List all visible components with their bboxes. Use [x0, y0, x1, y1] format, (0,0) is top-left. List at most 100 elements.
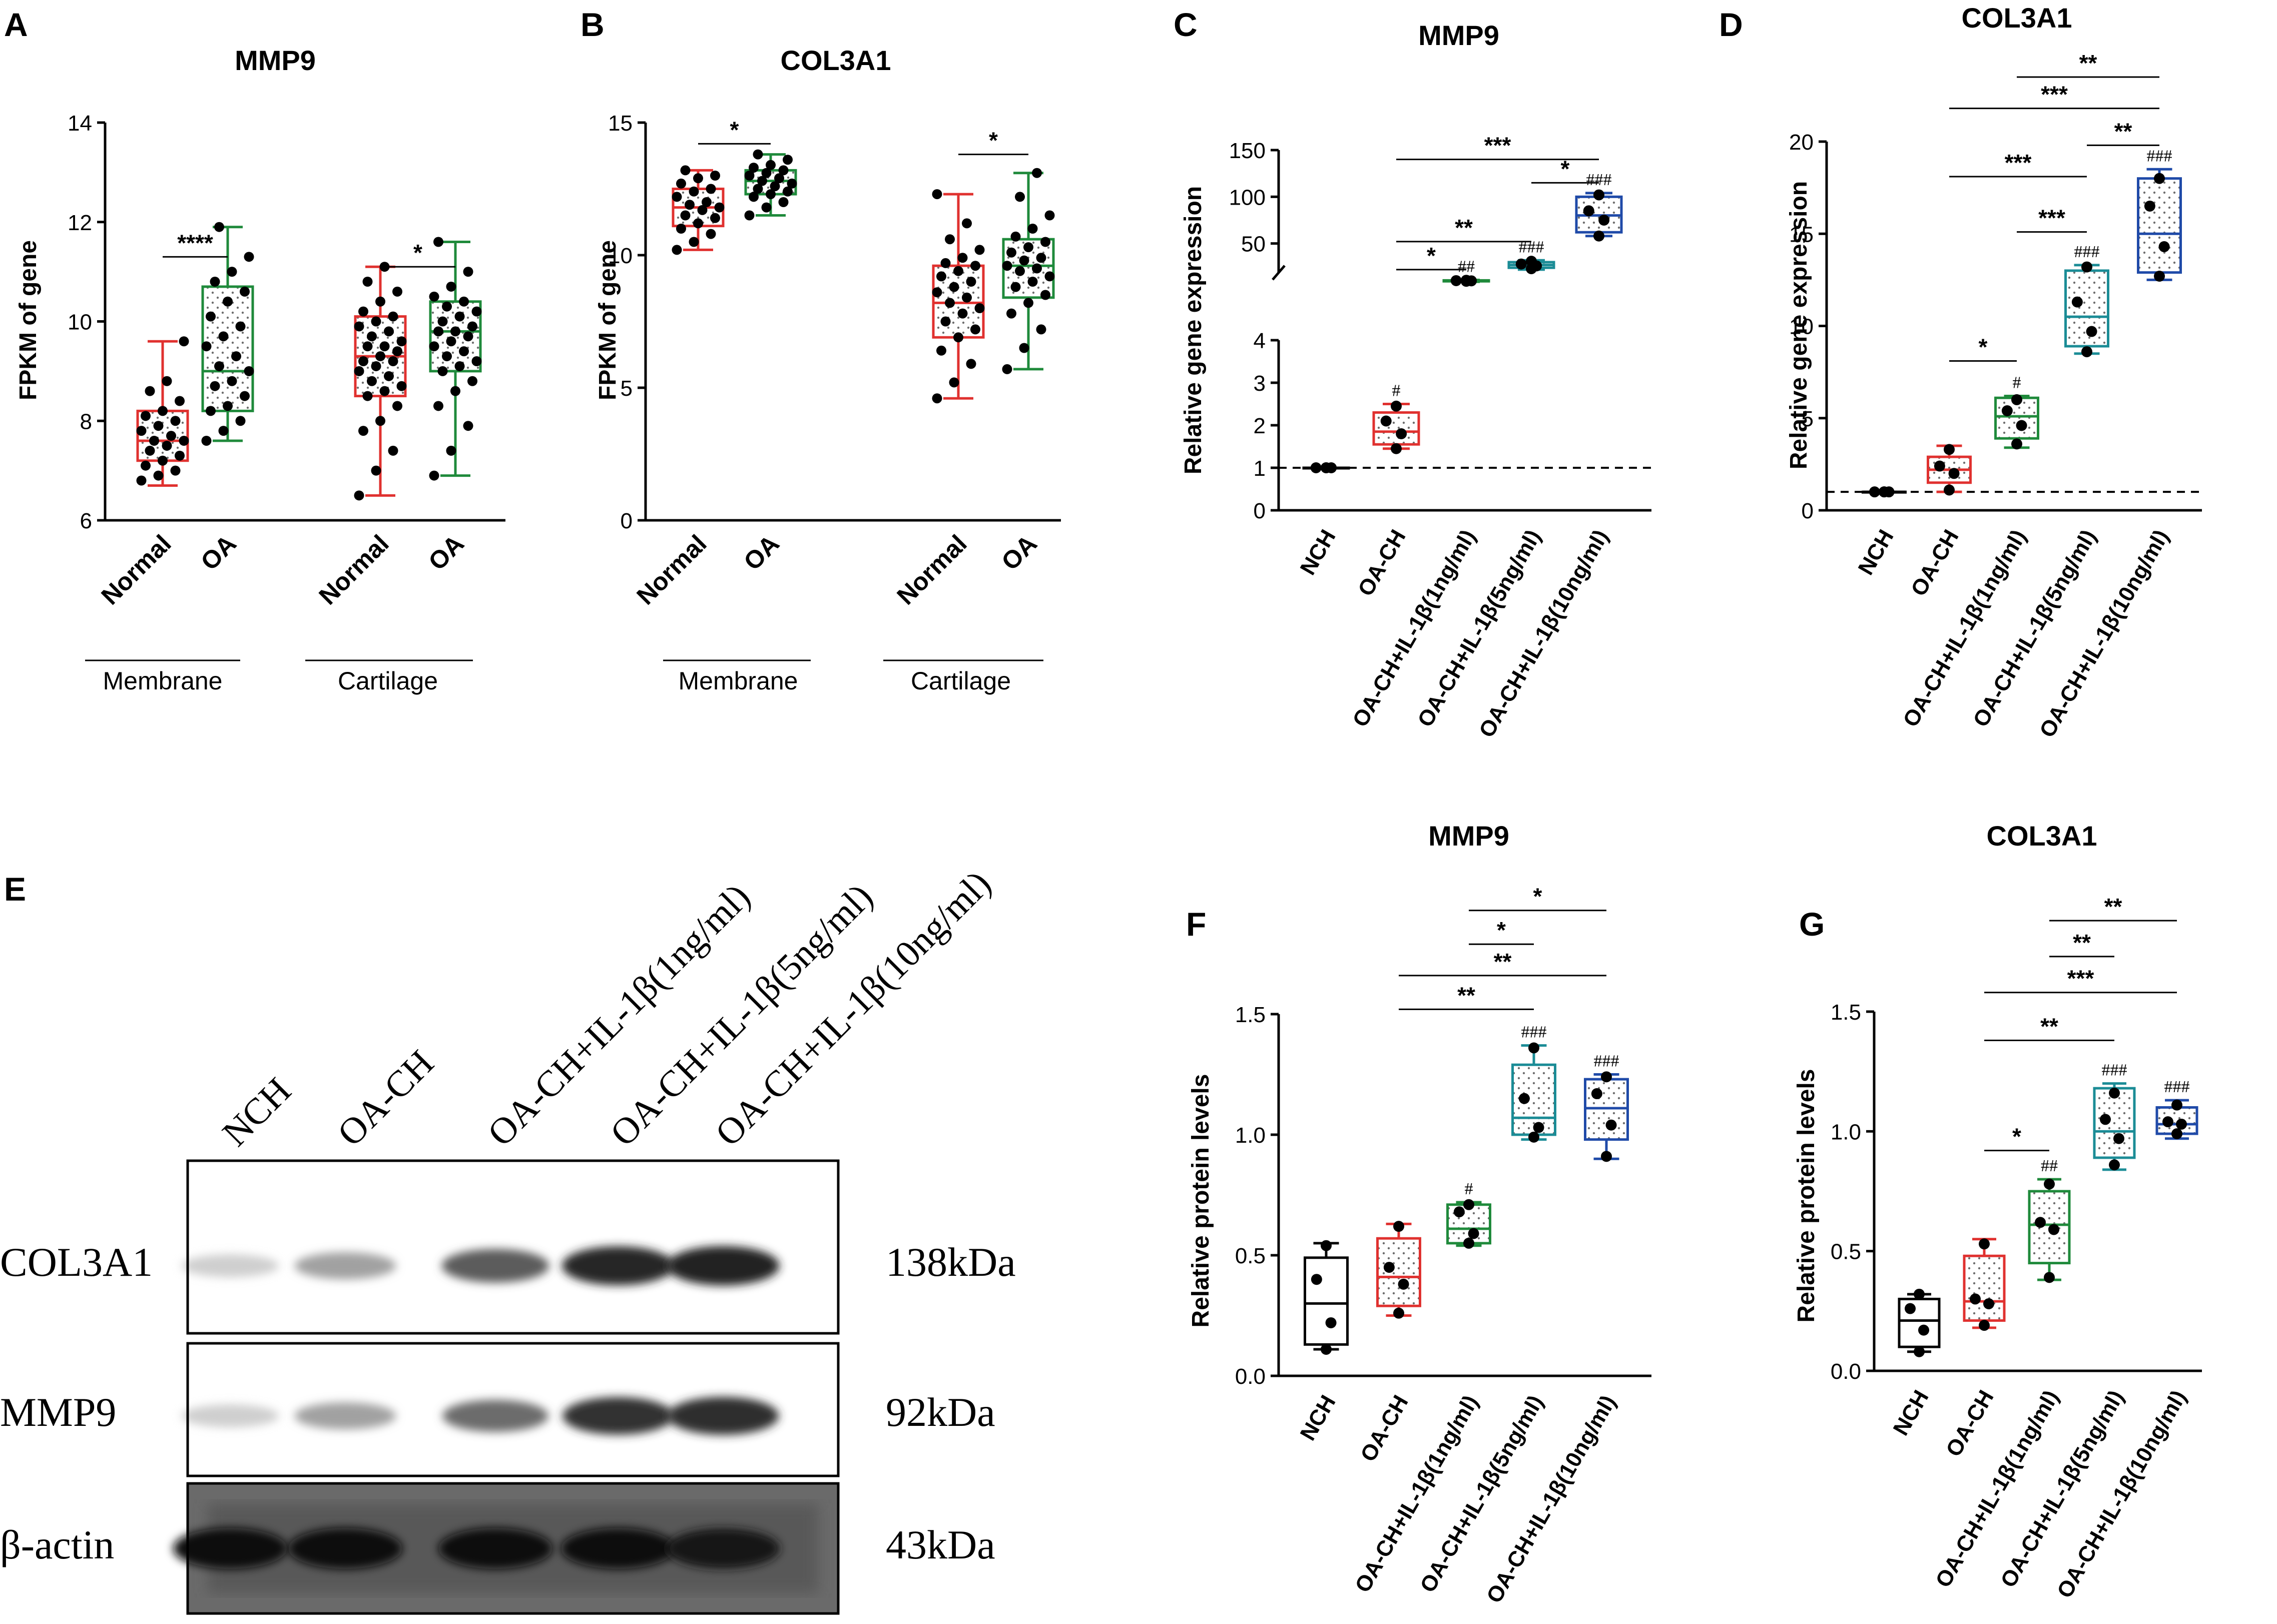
data-point: [145, 386, 155, 396]
data-point: [1914, 1288, 1925, 1300]
data-point: [2162, 1116, 2173, 1128]
data-point: [761, 202, 772, 213]
significance-bracket: ****: [163, 230, 228, 258]
data-point: [2109, 1087, 2120, 1099]
blot-band: [666, 1528, 780, 1569]
data-point: [471, 356, 482, 366]
data-point: [1979, 1238, 1990, 1250]
y-tick-label: 50: [1241, 232, 1266, 257]
data-point: [1918, 1324, 1929, 1336]
data-point: [201, 436, 212, 446]
blot-band: [561, 1246, 675, 1285]
data-point: [179, 336, 189, 347]
significance-bracket: *: [698, 117, 771, 145]
blot-protein-label: MMP9: [0, 1389, 116, 1435]
data-point: [388, 356, 398, 366]
bracket-label: **: [2079, 50, 2097, 76]
significance-hash: ###: [1521, 1023, 1547, 1042]
data-point: [396, 336, 407, 347]
bracket-label: *: [989, 128, 998, 154]
blot-band: [288, 1528, 402, 1569]
data-point: [463, 421, 473, 431]
data-point: [774, 173, 784, 184]
data-point: [966, 277, 976, 287]
data-point: [450, 386, 460, 396]
data-point: [2044, 1272, 2055, 1283]
data-point: [966, 359, 976, 369]
data-point: [1002, 261, 1012, 271]
panel-label-a: A: [4, 6, 28, 43]
data-point: [1468, 1228, 1479, 1239]
data-point: [392, 286, 402, 297]
data-point: [783, 155, 793, 165]
box-4: [429, 237, 482, 481]
data-point: [1450, 275, 1462, 286]
data-point: [932, 393, 942, 404]
data-point: [749, 163, 759, 173]
data-point: [787, 178, 797, 189]
blot-band: [181, 1404, 279, 1427]
box-3: ##: [1442, 257, 1490, 287]
y-tick-label: 4: [1254, 329, 1266, 353]
data-point: [358, 356, 368, 366]
data-point: [223, 296, 233, 307]
data-point: [1601, 1151, 1612, 1162]
data-point: [454, 361, 465, 371]
significance-bracket: *: [1949, 334, 2017, 362]
data-point: [689, 186, 699, 197]
significance-bracket: *: [1469, 884, 1606, 912]
significance-hash: ##: [1458, 257, 1475, 276]
y-axis-label: Relative protein levels: [1188, 1074, 1214, 1328]
data-point: [1006, 308, 1016, 319]
data-point: [778, 165, 789, 176]
significance-hash: ###: [1594, 1052, 1619, 1071]
box-5: ###: [2155, 1078, 2198, 1140]
data-point: [437, 316, 448, 327]
data-point: [749, 192, 759, 202]
data-point: [433, 401, 443, 411]
y-tick-label: 8: [80, 409, 92, 434]
bracket-label: *: [413, 240, 422, 266]
box-body: [1304, 1256, 1349, 1346]
panel-label-b: B: [581, 6, 605, 43]
y-tick-label: 2: [1254, 414, 1266, 438]
data-point: [2154, 173, 2165, 184]
chart-title: MMP9: [1428, 820, 1509, 852]
data-point: [136, 475, 147, 486]
data-point: [2011, 438, 2022, 450]
data-point: [358, 306, 368, 317]
data-point: [940, 316, 951, 327]
data-point: [396, 381, 407, 391]
bracket-label: **: [2073, 930, 2091, 956]
y-tick-label: 100: [1229, 185, 1266, 210]
data-point: [179, 436, 189, 446]
blot-band: [181, 1254, 279, 1277]
data-point: [753, 184, 763, 194]
data-point: [689, 237, 699, 247]
data-point: [2011, 394, 2022, 405]
bracket-label: ***: [2067, 966, 2094, 992]
chart-title: COL3A1: [1962, 2, 2072, 34]
box-3: #: [1446, 1180, 1491, 1249]
data-point: [783, 186, 793, 197]
data-point: [932, 189, 942, 200]
data-point: [354, 366, 364, 376]
data-point: [446, 445, 456, 456]
significance-bracket: **: [1984, 1013, 2114, 1041]
data-point: [153, 470, 164, 481]
box-body: [1372, 411, 1420, 446]
y-tick-label: 6: [80, 509, 92, 533]
data-point: [714, 202, 725, 213]
data-point: [693, 173, 703, 184]
data-point: [392, 401, 402, 411]
data-point: [375, 296, 385, 307]
significance-bracket: **: [1396, 215, 1531, 243]
data-point: [753, 149, 763, 160]
significance-hash: ###: [2164, 1078, 2190, 1096]
data-point: [1583, 205, 1594, 217]
bracket-label: **: [1455, 215, 1473, 241]
data-point: [201, 341, 212, 352]
bracket-label: **: [2114, 118, 2132, 144]
